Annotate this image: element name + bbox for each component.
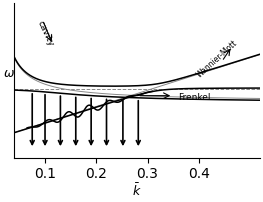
Text: Wannier-Mott: Wannier-Mott xyxy=(195,38,239,79)
Y-axis label: $\omega$: $\omega$ xyxy=(3,67,15,80)
Text: cavity: cavity xyxy=(35,19,55,48)
X-axis label: $\bar{k}$: $\bar{k}$ xyxy=(133,183,142,199)
Text: Frenkel: Frenkel xyxy=(178,93,211,102)
